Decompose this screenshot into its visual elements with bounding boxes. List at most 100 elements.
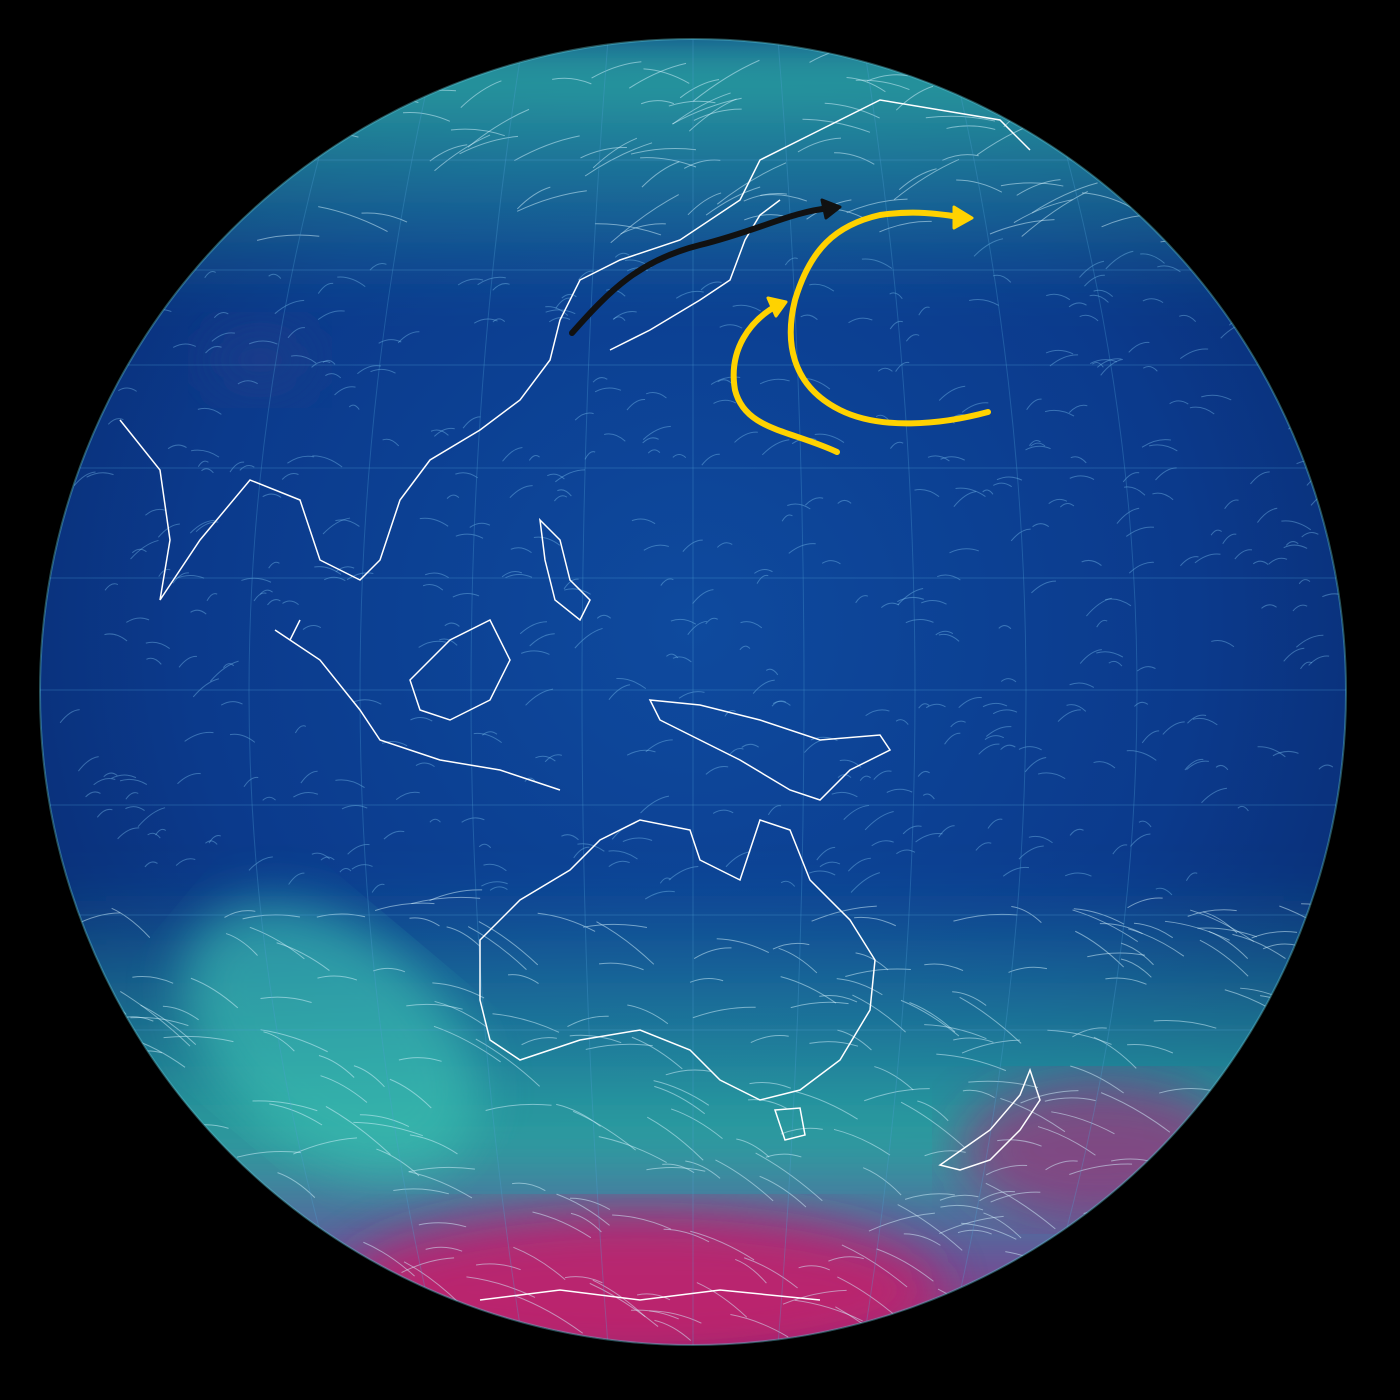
wind-streak bbox=[1091, 362, 1104, 368]
wind-streak bbox=[509, 485, 533, 499]
wind-streak bbox=[197, 460, 209, 467]
wind-streak bbox=[1089, 294, 1109, 303]
wind-streak bbox=[424, 572, 449, 579]
wind-streak bbox=[735, 1258, 767, 1284]
wind-streak bbox=[528, 455, 540, 461]
wind-streak bbox=[793, 1090, 858, 1120]
wind-streak bbox=[206, 593, 218, 602]
wind-streak bbox=[248, 340, 278, 345]
wind-streak bbox=[780, 880, 796, 887]
wind-streak bbox=[361, 212, 408, 223]
wind-streak bbox=[163, 1035, 234, 1043]
wind-streak bbox=[955, 487, 986, 497]
wind-streak bbox=[627, 1004, 669, 1025]
wind-streak bbox=[728, 747, 744, 756]
coast-philippines bbox=[538, 517, 591, 622]
wind-streak bbox=[716, 938, 770, 954]
wind-streak bbox=[759, 1175, 807, 1208]
wind-streak bbox=[501, 571, 523, 578]
wind-streak bbox=[1096, 651, 1124, 658]
wind-streak bbox=[780, 976, 837, 1004]
wind-streak bbox=[318, 206, 388, 233]
wind-streak bbox=[1031, 580, 1056, 594]
wind-streak bbox=[846, 198, 908, 213]
wind-streak bbox=[744, 214, 784, 221]
wind-streak bbox=[425, 1246, 463, 1252]
wind-streak bbox=[1024, 756, 1047, 773]
wind-streak bbox=[626, 749, 656, 756]
wind-streak bbox=[175, 574, 205, 580]
wind-streak bbox=[293, 1137, 358, 1155]
wind-streak bbox=[1155, 887, 1173, 896]
wind-streak bbox=[1026, 398, 1042, 411]
wind-streak bbox=[1285, 541, 1299, 546]
wind-streak bbox=[640, 795, 670, 814]
wind-streak bbox=[754, 569, 773, 574]
wind-streak bbox=[205, 840, 218, 845]
wind-streak bbox=[1126, 750, 1157, 761]
wind-streak bbox=[276, 942, 330, 971]
wind-streak bbox=[125, 806, 145, 811]
wind-streak bbox=[429, 144, 468, 162]
wind-streak bbox=[670, 618, 697, 625]
wind-streak bbox=[1018, 746, 1042, 751]
wind-streak bbox=[1093, 289, 1113, 297]
wind-streak bbox=[403, 1261, 460, 1304]
wind-streak bbox=[411, 896, 481, 905]
wind-streak bbox=[223, 663, 235, 669]
wind-streak bbox=[204, 270, 216, 279]
wind-streak bbox=[740, 621, 763, 629]
wind-streak bbox=[548, 317, 571, 323]
wind-streak bbox=[1070, 1065, 1124, 1094]
wind-streak bbox=[190, 449, 220, 458]
wind-streak bbox=[1010, 528, 1031, 542]
wind-streak bbox=[989, 219, 1055, 235]
wind-streak bbox=[1295, 634, 1324, 648]
wind-streak bbox=[537, 912, 596, 932]
wind-streak bbox=[1252, 560, 1269, 565]
wind-streak bbox=[940, 1204, 984, 1211]
wind-streak bbox=[794, 1299, 863, 1322]
wind-streak bbox=[346, 572, 374, 581]
wind-streak bbox=[1250, 471, 1270, 485]
wind-streak bbox=[1197, 927, 1258, 938]
wind-streak bbox=[574, 627, 603, 649]
wind-streak bbox=[647, 449, 661, 454]
wind-streak bbox=[716, 162, 787, 205]
wind-streak bbox=[1081, 192, 1133, 209]
wind-streak bbox=[992, 274, 1012, 283]
wind-streak bbox=[317, 975, 358, 981]
wind-streak bbox=[833, 1128, 891, 1156]
coast-sumatra-java bbox=[274, 619, 561, 791]
wind-streak bbox=[452, 593, 480, 598]
coastlines bbox=[119, 99, 1041, 1301]
wind-streak bbox=[189, 519, 215, 534]
wind-streak bbox=[155, 828, 167, 836]
wind-streak bbox=[987, 818, 1003, 829]
wind-streak bbox=[889, 441, 904, 449]
wind-streak bbox=[373, 967, 406, 973]
wind-streak bbox=[140, 1004, 197, 1045]
wind-streak bbox=[86, 472, 114, 478]
wind-streak bbox=[741, 743, 759, 748]
wind-streak bbox=[1318, 764, 1334, 770]
wind-streak bbox=[925, 703, 946, 709]
wind-streak bbox=[514, 135, 580, 162]
wind-streak bbox=[376, 1148, 420, 1177]
wind-streak bbox=[252, 1100, 318, 1112]
wind-streak bbox=[446, 926, 481, 947]
wind-streak bbox=[876, 1248, 934, 1282]
wind-streak bbox=[172, 572, 189, 584]
wind-streak bbox=[555, 469, 586, 483]
wind-streak bbox=[630, 148, 697, 155]
wind-streak bbox=[692, 589, 714, 604]
wind-streak bbox=[1133, 922, 1173, 939]
wind-streak bbox=[961, 402, 989, 413]
wind-streak bbox=[259, 589, 273, 595]
wind-streak bbox=[312, 455, 343, 468]
wind-streak bbox=[446, 494, 460, 499]
wind-streak bbox=[814, 433, 845, 443]
wind-streak bbox=[1164, 920, 1230, 941]
plateau-dark bbox=[200, 320, 320, 400]
